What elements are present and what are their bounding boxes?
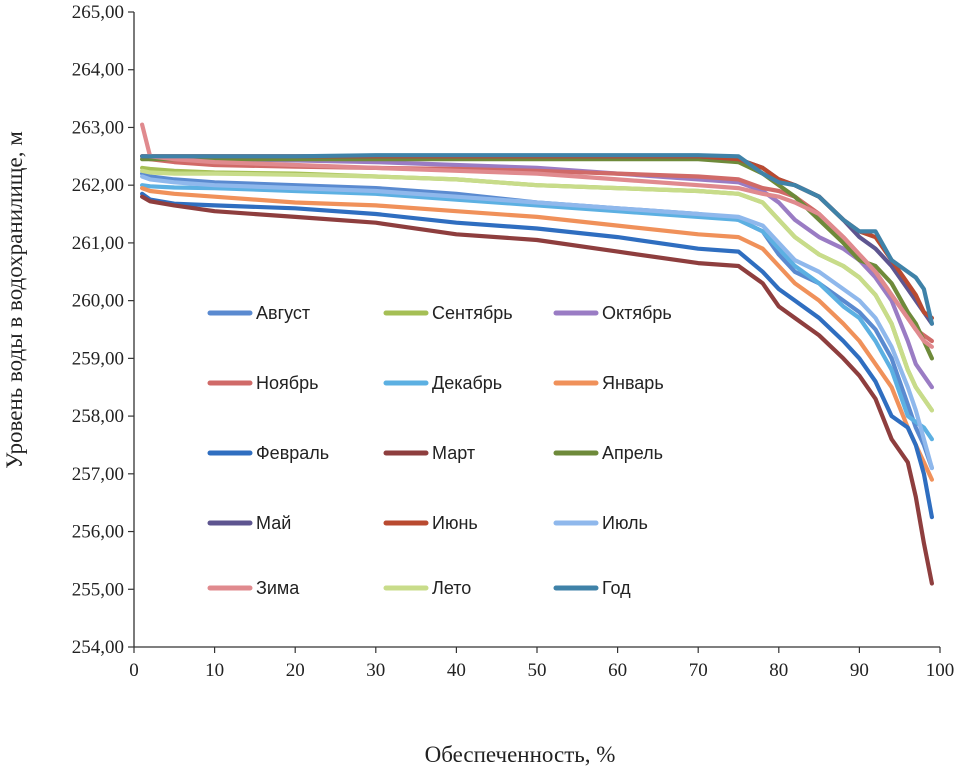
y-tick-label: 254,00 <box>72 637 124 658</box>
legend-label: Май <box>256 513 291 533</box>
legend-label: Июнь <box>432 513 478 533</box>
legend-label: Зима <box>256 578 300 598</box>
series-line-13 <box>140 122 935 349</box>
x-tick-label: 100 <box>926 660 955 681</box>
x-tick-label: 30 <box>366 660 385 681</box>
series-line-15 <box>140 153 935 326</box>
y-tick-label: 258,00 <box>72 406 124 427</box>
y-tick-label: 263,00 <box>72 117 124 138</box>
legend-label: Июль <box>602 513 648 533</box>
y-tick-label: 255,00 <box>72 579 124 600</box>
plot-axes <box>133 12 940 648</box>
y-axis-title: Уровень воды в водохранилище, м <box>2 131 27 469</box>
x-tick-label: 60 <box>608 660 627 681</box>
x-tick-label: 0 <box>129 660 139 681</box>
y-tick-label: 259,00 <box>72 348 124 369</box>
series-line-11 <box>140 154 935 321</box>
x-tick-label: 50 <box>528 660 547 681</box>
series-layer <box>140 122 935 586</box>
legend-label: Август <box>256 303 310 323</box>
series-line-8 <box>140 194 935 586</box>
series-line-12 <box>140 174 935 471</box>
legend-label: Декабрь <box>432 373 502 393</box>
series-line-5 <box>140 183 935 442</box>
x-axis-title: Обеспеченность, % <box>425 742 616 767</box>
y-tick-label: 265,00 <box>72 2 124 23</box>
y-tick-label: 257,00 <box>72 464 124 485</box>
y-tick-label: 260,00 <box>72 291 124 312</box>
legend-label: Апрель <box>602 443 663 463</box>
legend: Август Сентябрь Октябрь Ноябрь Декабрь Январь… <box>207 303 672 598</box>
series-line-6 <box>140 186 935 482</box>
x-tick-label: 40 <box>447 660 466 681</box>
legend-label: Сентябрь <box>432 303 513 323</box>
y-tick-label: 256,00 <box>72 522 124 543</box>
legend-label: Январь <box>602 373 664 393</box>
legend-label: Год <box>602 578 631 598</box>
y-tick-label: 261,00 <box>72 233 124 254</box>
x-ticks: 0 10 20 30 40 50 60 70 80 90 100 <box>129 647 954 681</box>
x-tick-label: 20 <box>286 660 305 681</box>
x-tick-label: 70 <box>689 660 708 681</box>
x-tick-label: 80 <box>769 660 788 681</box>
legend-label: Февраль <box>256 443 329 463</box>
y-tick-label: 264,00 <box>72 60 124 81</box>
y-ticks: 254,00 255,00 256,00 257,00 258,00 259,00 260,… <box>72 2 134 658</box>
legend-label: Лето <box>432 578 471 598</box>
legend-label: Октябрь <box>602 303 672 323</box>
series-line-14 <box>140 168 935 413</box>
legend-label: Ноябрь <box>256 373 318 393</box>
x-tick-label: 10 <box>205 660 224 681</box>
y-tick-label: 262,00 <box>72 175 124 196</box>
x-tick-label: 90 <box>850 660 869 681</box>
legend-label: Март <box>432 443 475 463</box>
series-line-7 <box>140 191 935 520</box>
